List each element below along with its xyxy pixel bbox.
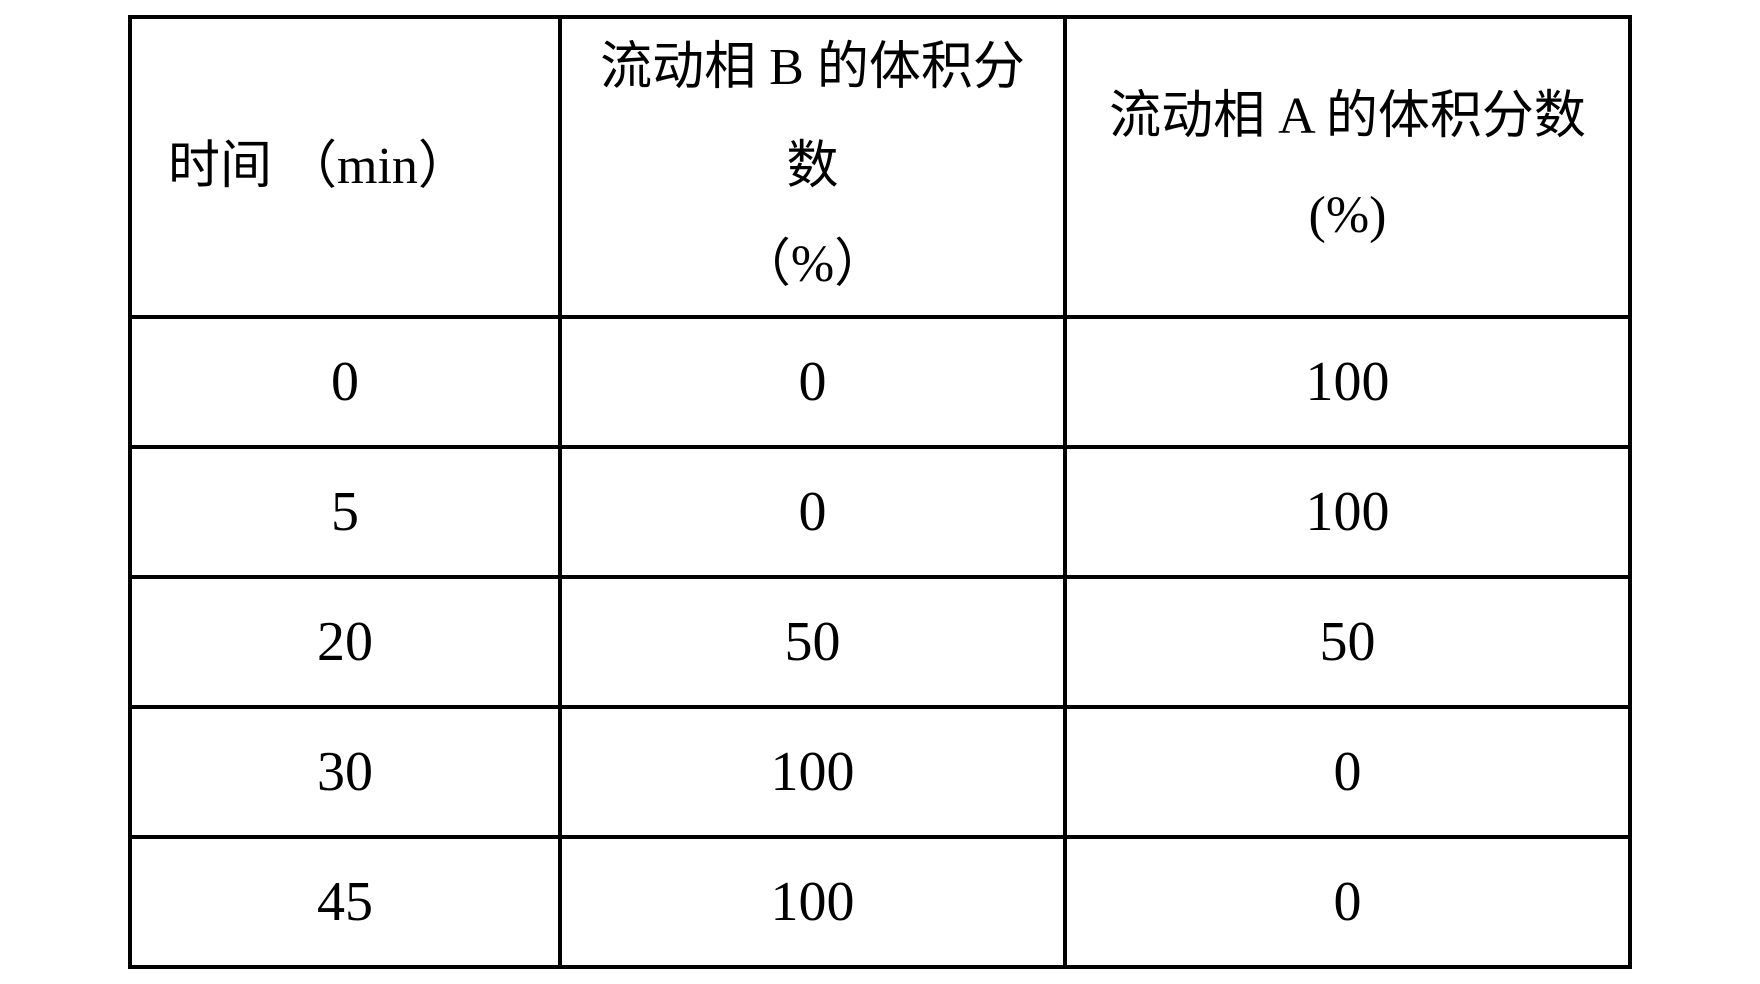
col-header-time: 时间 （min） (130, 17, 560, 317)
cell-time: 0 (130, 317, 560, 447)
cell-phase-a: 0 (1065, 707, 1630, 837)
cell-phase-b: 0 (560, 447, 1065, 577)
table-row: 5 0 100 (130, 447, 1630, 577)
cell-time: 45 (130, 837, 560, 967)
col-header-phase-b: 流动相 B 的体积分数 （%） (560, 17, 1065, 317)
col-header-phase-b-line2: （%） (739, 236, 886, 293)
cell-time: 30 (130, 707, 560, 837)
table-row: 0 0 100 (130, 317, 1630, 447)
table-row: 45 100 0 (130, 837, 1630, 967)
col-header-phase-b-line1: 流动相 B 的体积分数 (600, 39, 1025, 195)
cell-phase-b: 100 (560, 707, 1065, 837)
table-header-row: 时间 （min） 流动相 B 的体积分数 （%） 流动相 A 的体积分数(%) (130, 17, 1630, 317)
table-row: 20 50 50 (130, 577, 1630, 707)
page-container: 时间 （min） 流动相 B 的体积分数 （%） 流动相 A 的体积分数(%) … (0, 0, 1760, 984)
cell-time: 20 (130, 577, 560, 707)
cell-phase-a: 50 (1065, 577, 1630, 707)
cell-phase-b: 100 (560, 837, 1065, 967)
col-header-phase-a: 流动相 A 的体积分数(%) (1065, 17, 1630, 317)
cell-phase-a: 100 (1065, 447, 1630, 577)
cell-phase-b: 0 (560, 317, 1065, 447)
table-row: 30 100 0 (130, 707, 1630, 837)
cell-time: 5 (130, 447, 560, 577)
col-header-phase-a-text: 流动相 A 的体积分数(%) (1109, 88, 1586, 244)
col-header-time-text: 时间 （min） (168, 138, 470, 195)
gradient-table: 时间 （min） 流动相 B 的体积分数 （%） 流动相 A 的体积分数(%) … (128, 15, 1632, 969)
cell-phase-a: 0 (1065, 837, 1630, 967)
cell-phase-b: 50 (560, 577, 1065, 707)
cell-phase-a: 100 (1065, 317, 1630, 447)
